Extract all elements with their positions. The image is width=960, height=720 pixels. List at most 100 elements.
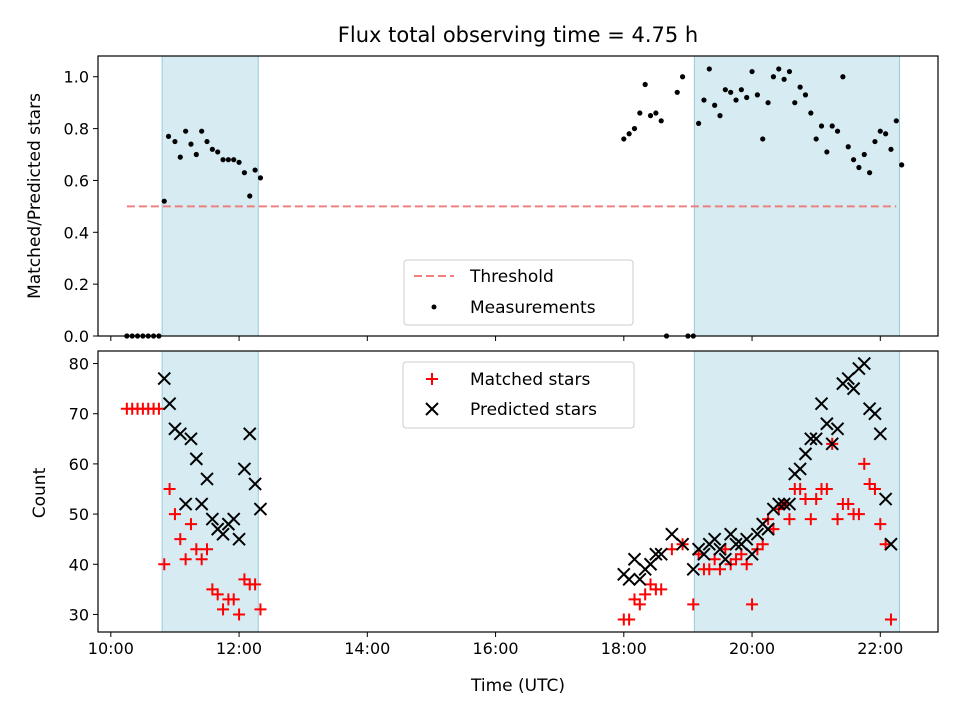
predicted-stars-legend-marker [425,402,439,416]
chart-title: Flux total observing time = 4.75 h [338,23,698,47]
predicted-stars-point [772,497,786,511]
measurements-point [797,84,803,90]
matched-stars-point [831,513,844,526]
measurements-point [679,74,686,80]
measurements-point [257,175,264,181]
matched-stars-point [633,598,646,611]
matched-stars-point [810,493,823,506]
matched-stars-point [195,553,208,566]
measurements-point [717,113,723,119]
predicted-stars-point [846,381,861,396]
measurements-point [241,170,248,176]
matched-stars-point [238,573,251,586]
measurements-point [215,149,221,155]
x-axis-label: Time (UTC) [470,676,565,696]
predicted-stars-point [739,532,754,546]
measurements-point [642,81,648,88]
measurements-point [733,97,739,103]
predicted-stars-point [189,452,204,466]
matched-stars-point [628,593,641,606]
x-tick-label: 14:00 [344,639,390,658]
measurements-point [172,138,178,145]
matched-stars-point [217,603,230,616]
measurements-point [840,74,846,80]
predicted-stars-point [873,427,887,441]
predicted-stars-point [761,522,775,536]
measurements-point [631,125,638,132]
measurements-point [856,164,862,171]
predicted-stars-point [665,527,679,541]
matched-stars-point [206,583,219,596]
bottom-legend-box [402,361,635,429]
predicted-stars-point [675,537,690,551]
y-tick-label: 0.6 [64,171,89,190]
measurements-point [861,151,867,158]
predicted-stars-point [825,437,839,451]
predicted-stars-point [627,552,642,566]
observing-window-band [161,55,259,337]
matched-stars-point [858,457,871,470]
y-tick-label: 60 [69,455,89,474]
matched-stars-point [794,482,807,495]
measurements-point [749,68,755,75]
measurements-point [850,157,857,163]
y-tick-label: 0.2 [64,275,89,294]
measurements-point [193,151,199,158]
predicted-stars-point [232,532,246,546]
matched-stars-point [644,578,657,591]
x-tick-label: 22:00 [857,639,903,658]
matched-stars-point [874,518,887,531]
top-y-axis-label: Matched/Predicted stars [25,93,45,299]
measurements-point [808,110,814,116]
measurements-point [183,128,189,134]
matched-stars-point [655,583,668,596]
predicted-stars-legend-label: Predicted stars [470,400,597,420]
x-tick-label: 12:00 [216,639,262,658]
predicted-stars-point [857,356,871,371]
predicted-stars-point [707,532,722,546]
measurements-point [877,128,883,134]
measurements-point [728,89,734,95]
predicted-stars-point [868,407,882,421]
measurements-point [706,66,712,72]
predicted-stars-point [194,497,209,511]
x-tick-label: 18:00 [601,639,647,658]
measurements-point [621,136,627,142]
matched-stars-point [852,508,865,521]
matched-stars-point [623,613,636,626]
predicted-stars-point [804,432,818,446]
y-tick-label: 0.0 [64,327,89,346]
measurements-point [165,133,172,139]
predicted-stars-point [723,527,738,541]
matched-stars-point [799,493,812,506]
measurements-point [712,102,718,108]
predicted-stars-point [686,562,700,576]
measurements-point [247,193,253,199]
measurements-point [883,131,889,137]
predicted-stars-point [750,527,765,541]
matched-stars-point [884,613,897,626]
measurements-point [781,76,787,82]
measurements-point [220,157,226,163]
predicted-stars-point [830,422,845,436]
predicted-stars-point [713,542,727,556]
bottom-legend: Matched stars Predicted stars [402,361,635,429]
measurements-point [899,162,905,168]
measurements-point [829,123,835,129]
predicted-stars-point [878,492,893,506]
measurements-point [653,110,659,116]
measurements-point [786,68,793,75]
measurements-point [738,87,744,93]
matched-stars-point [211,588,224,601]
matched-stars-point [804,513,817,526]
predicted-stars-point [622,572,636,587]
y-tick-label: 0.4 [64,223,89,242]
measurements-point [252,167,258,173]
predicted-stars-point [798,447,813,461]
matched-stars-point [842,498,855,511]
observing-window-band [693,350,901,633]
matched-stars-point [746,598,759,611]
measurements-point [236,159,242,165]
measurements-point [818,123,825,129]
